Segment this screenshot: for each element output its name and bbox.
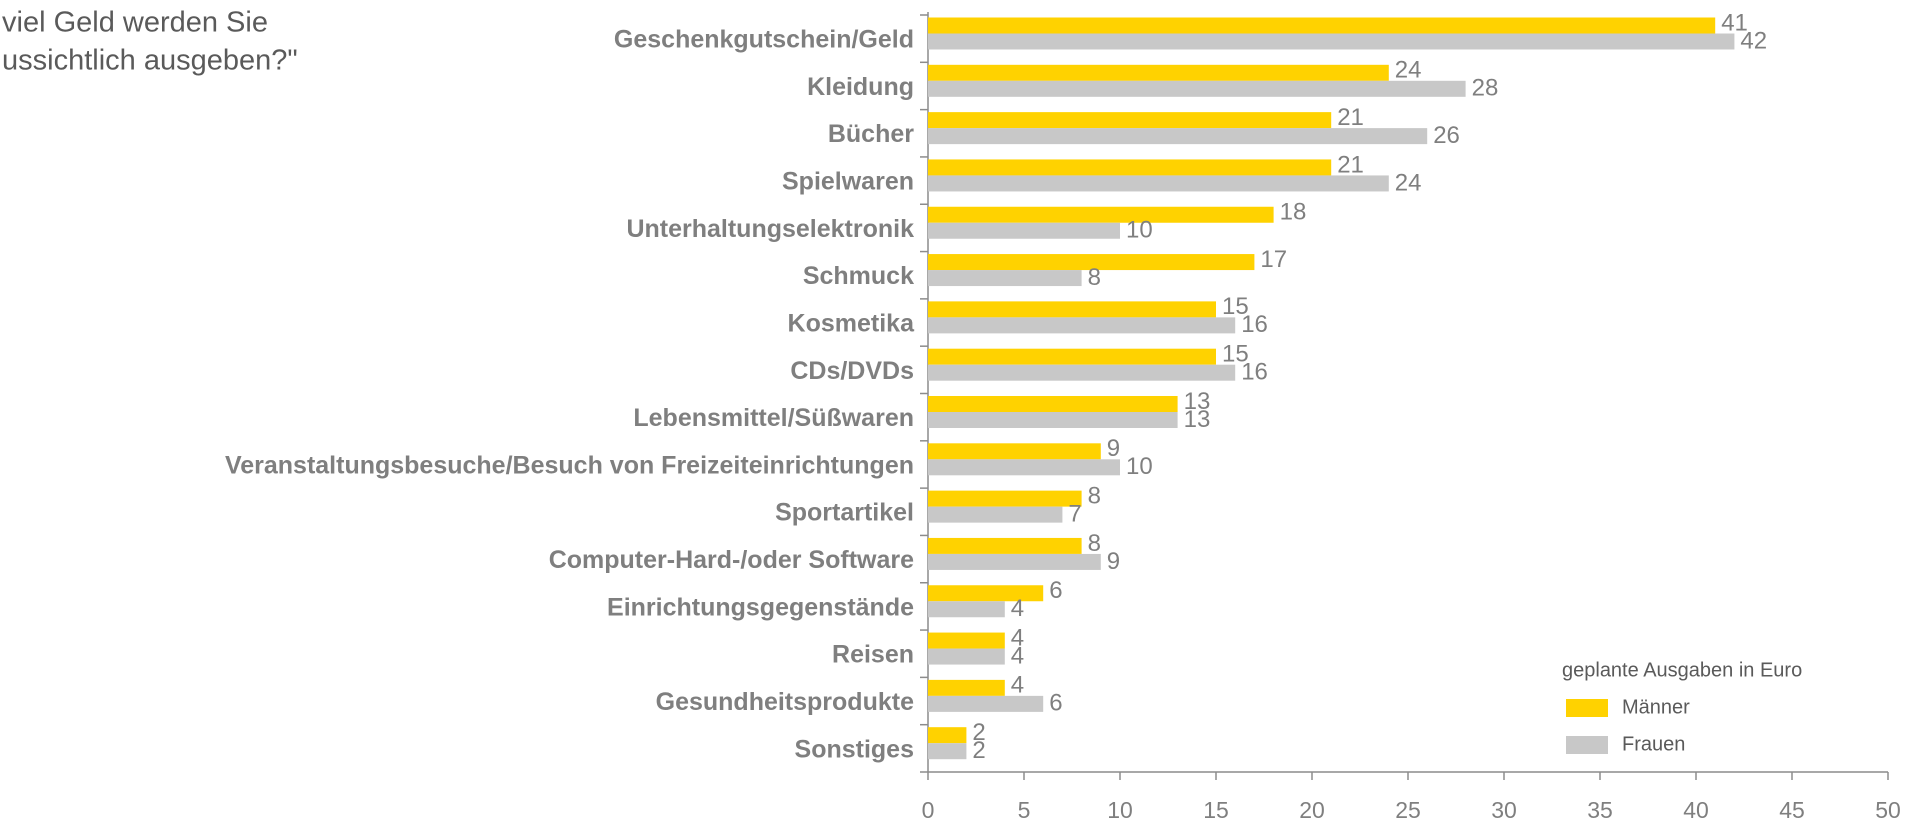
chart-title: viel Geld werden Sie — [2, 7, 268, 39]
bar — [928, 254, 1255, 271]
bar — [928, 112, 1332, 129]
bar — [928, 317, 1236, 334]
bar — [928, 270, 1082, 287]
value-label: 24 — [1395, 169, 1422, 196]
value-label: 24 — [1395, 57, 1422, 84]
x-tick-label: 25 — [1395, 797, 1421, 823]
bar — [928, 727, 967, 744]
bar — [928, 506, 1063, 523]
x-tick-label: 0 — [922, 797, 935, 823]
category-label: Gesundheitsprodukte — [656, 688, 914, 716]
bar — [928, 695, 1044, 712]
value-label: 2 — [972, 719, 985, 746]
value-label: 6 — [1049, 690, 1062, 717]
x-tick-label: 30 — [1491, 797, 1517, 823]
bar — [928, 459, 1120, 476]
value-label: 42 — [1740, 27, 1767, 54]
category-label: Kosmetika — [788, 309, 916, 337]
category-label: Lebensmittel/Süßwaren — [633, 404, 914, 432]
bar — [928, 64, 1389, 81]
category-label: Computer-Hard-/oder Software — [549, 546, 914, 574]
value-label: 7 — [1068, 500, 1081, 527]
category-label: Kleidung — [807, 73, 914, 101]
bar — [928, 222, 1120, 239]
bar — [928, 648, 1005, 665]
value-label: 8 — [1088, 482, 1101, 509]
category-label: Veranstaltungsbesuche/Besuch von Freizei… — [225, 451, 914, 479]
x-tick-label: 35 — [1587, 797, 1613, 823]
bar — [928, 364, 1236, 381]
value-label: 18 — [1280, 199, 1307, 226]
value-label: 4 — [1011, 642, 1024, 669]
category-label: Reisen — [832, 641, 914, 669]
value-label: 16 — [1241, 359, 1268, 386]
bar — [928, 632, 1005, 649]
x-tick-label: 10 — [1107, 797, 1133, 823]
x-tick-label: 40 — [1683, 797, 1709, 823]
bar — [928, 128, 1428, 145]
category-label: Geschenkgutschein/Geld — [614, 26, 914, 54]
bar — [928, 585, 1044, 602]
bar — [928, 301, 1216, 318]
legend-swatch — [1566, 699, 1608, 717]
value-label: 15 — [1222, 341, 1249, 368]
bar — [928, 159, 1332, 176]
category-label: Schmuck — [803, 262, 914, 290]
value-label: 8 — [1088, 264, 1101, 291]
category-label: CDs/DVDs — [790, 357, 914, 385]
bar — [928, 396, 1178, 412]
value-label: 8 — [1088, 530, 1101, 557]
value-label: 21 — [1337, 151, 1364, 178]
category-label: Unterhaltungselektronik — [626, 215, 914, 243]
x-tick-label: 15 — [1203, 797, 1229, 823]
value-label: 10 — [1126, 453, 1153, 480]
bar — [928, 80, 1466, 97]
value-label: 16 — [1241, 311, 1268, 338]
value-label: 4 — [1011, 624, 1024, 651]
bar — [928, 443, 1101, 460]
bar — [928, 743, 967, 760]
bar — [928, 206, 1274, 223]
category-label: Sonstiges — [795, 735, 914, 763]
legend-swatch — [1566, 736, 1608, 754]
x-tick-label: 5 — [1018, 797, 1031, 823]
bar — [928, 17, 1716, 34]
value-label: 41 — [1721, 9, 1748, 36]
value-label: 26 — [1433, 122, 1460, 149]
bar — [928, 537, 1082, 554]
category-label: Spielwaren — [782, 168, 914, 196]
value-label: 6 — [1049, 577, 1062, 604]
bar — [928, 679, 1005, 696]
value-label: 10 — [1126, 217, 1153, 244]
legend-label: Frauen — [1622, 733, 1685, 755]
value-label: 15 — [1222, 293, 1249, 320]
bar — [928, 175, 1389, 192]
x-tick-label: 50 — [1875, 797, 1901, 823]
bar — [928, 412, 1178, 428]
legend-title: geplante Ausgaben in Euro — [1562, 659, 1802, 681]
bar — [928, 33, 1735, 50]
bar — [928, 490, 1082, 507]
value-label: 17 — [1260, 246, 1287, 273]
value-label: 13 — [1184, 406, 1211, 433]
value-label: 9 — [1107, 435, 1120, 462]
category-label: Sportartikel — [775, 499, 914, 527]
bar — [928, 553, 1101, 570]
bar — [928, 348, 1216, 365]
chart-title: ussichtlich ausgeben?" — [2, 45, 298, 77]
x-tick-label: 45 — [1779, 797, 1805, 823]
value-label: 21 — [1337, 104, 1364, 131]
legend-label: Männer — [1622, 696, 1690, 718]
value-label: 13 — [1184, 388, 1211, 415]
value-label: 9 — [1107, 548, 1120, 575]
bar — [928, 601, 1005, 618]
value-label: 28 — [1472, 75, 1499, 102]
category-label: Bücher — [828, 120, 914, 148]
category-label: Einrichtungsgegenstände — [607, 593, 914, 621]
value-label: 2 — [972, 737, 985, 764]
x-tick-label: 20 — [1299, 797, 1325, 823]
value-label: 4 — [1011, 595, 1024, 622]
value-label: 4 — [1011, 672, 1024, 699]
